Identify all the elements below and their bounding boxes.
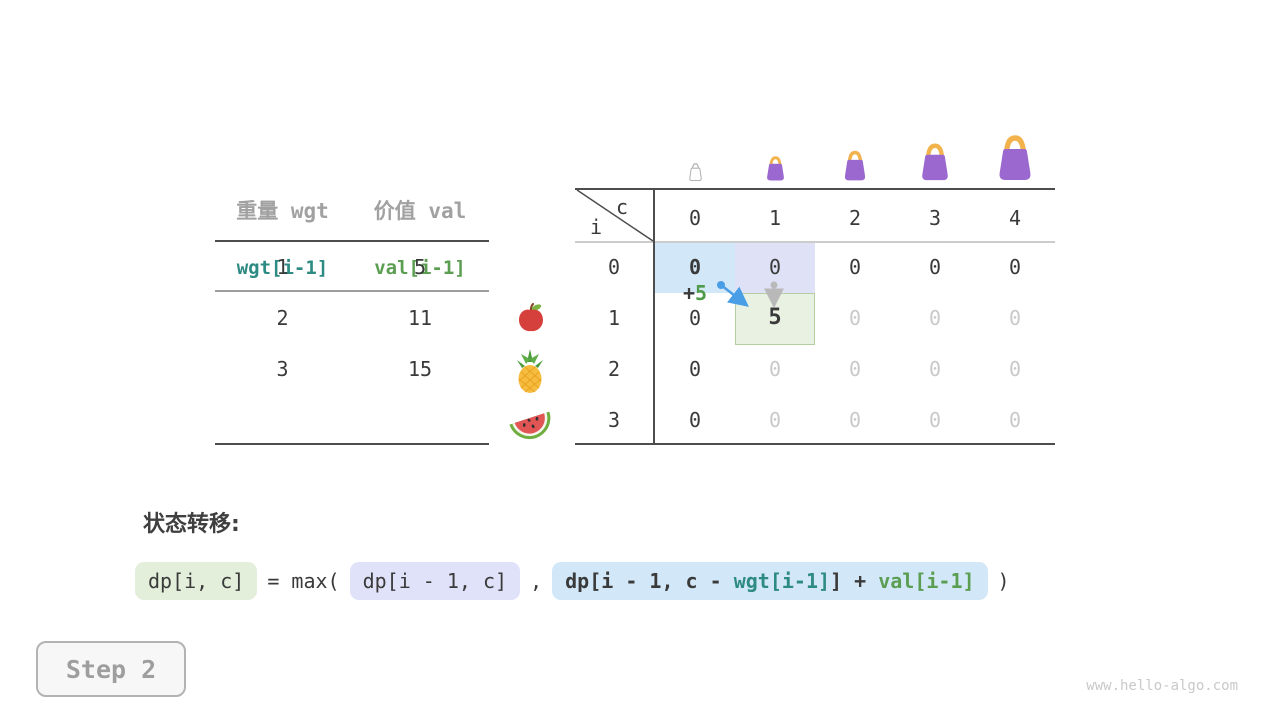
item-value-cell: 5 [413, 255, 427, 279]
bag-icon-capacity-4 [992, 131, 1038, 181]
dp-table-header-rule [575, 241, 1055, 243]
pineapple-icon [512, 348, 548, 394]
formula-val-term: val[i-1] [878, 569, 975, 593]
dp-cell-i2-c3: 0 [928, 357, 942, 381]
transition-add-value-annotation: +5 [683, 281, 708, 305]
items-table-wgt-subheader: wgt[i-1] [236, 257, 329, 279]
formula-option2-pill: dp[i - 1, c - wgt[i-1]] + val[i-1] [552, 562, 988, 600]
state-transition-heading: 状态转移: [143, 512, 240, 537]
watermelon-icon [506, 402, 554, 442]
item-value-cell: 11 [407, 306, 433, 330]
dp-cell-i0-c1: 0 [768, 255, 782, 279]
dp-table-top-rule [575, 188, 1055, 190]
dp-capacity-header: 2 [848, 206, 862, 230]
dp-cell-i1-c2: 0 [848, 306, 862, 330]
dp-item-row-header: 1 [607, 306, 621, 330]
item-value-cell: 15 [407, 357, 433, 381]
step-indicator-button[interactable]: Step 2 [36, 641, 186, 697]
dp-table-vertical-rule [653, 188, 655, 445]
dp-corner-item-label: i [589, 215, 603, 239]
dp-cell-i3-c2: 0 [848, 408, 862, 432]
bag-icon-capacity-3 [916, 140, 954, 181]
dp-capacity-header: 1 [768, 206, 782, 230]
dp-cell-i1-c4: 0 [1008, 306, 1022, 330]
formula-comma: , [530, 569, 543, 593]
dp-cell-i0-c4: 0 [1008, 255, 1022, 279]
items-table-val-subheader: val[i-1] [374, 257, 466, 279]
formula-equals-max: = max( [267, 569, 340, 593]
apple-icon [515, 301, 547, 333]
dp-cell-i0-c0: 0 [688, 255, 702, 279]
items-table-top-rule [215, 240, 489, 242]
items-table-weight-header: 重量 wgt [236, 199, 329, 223]
dp-cell-i1-c3: 0 [928, 306, 942, 330]
item-weight-cell: 2 [276, 306, 289, 330]
items-table-mid-rule [215, 290, 489, 292]
dp-item-row-header: 3 [607, 408, 621, 432]
dp-corner-capacity-label: c [615, 195, 629, 219]
dp-cell-i3-c4: 0 [1008, 408, 1022, 432]
formula-wgt-term: wgt[i-1] [733, 569, 831, 593]
dp-cell-i2-c4: 0 [1008, 357, 1022, 381]
bag-icon-capacity-1 [763, 154, 788, 181]
dp-cell-i1-c1: 5 [768, 305, 782, 330]
dp-cell-i0-c3: 0 [928, 255, 942, 279]
formula-option1-pill: dp[i - 1, c] [349, 562, 521, 600]
item-weight-cell: 3 [276, 357, 289, 381]
dp-cell-i0-c2: 0 [848, 255, 862, 279]
state-transition-formula: dp[i, c] = max( dp[i - 1, c] , dp[i - 1,… [135, 561, 1010, 601]
dp-cell-i3-c3: 0 [928, 408, 942, 432]
dp-cell-i2-c0: 0 [688, 357, 702, 381]
items-table-value-header: 价值 val [373, 199, 467, 223]
item-weight-cell: 1 [276, 255, 289, 279]
dp-cell-i3-c0: 0 [688, 408, 702, 432]
dp-capacity-header: 3 [928, 206, 942, 230]
bag-icon-capacity-2 [840, 148, 870, 181]
site-watermark: www.hello-algo.com [1086, 678, 1238, 694]
formula-close-paren: ) [997, 569, 1010, 593]
empty-bag-icon [687, 161, 704, 182]
formula-lhs-pill: dp[i, c] [135, 562, 258, 600]
dp-cell-i1-c0: 0 [688, 306, 702, 330]
dp-cell-i2-c2: 0 [848, 357, 862, 381]
dp-capacity-header: 4 [1008, 206, 1022, 230]
dp-cell-i2-c1: 0 [768, 357, 782, 381]
dp-capacity-header: 0 [688, 206, 702, 230]
dp-item-row-header: 2 [607, 357, 621, 381]
dp-item-row-header: 0 [607, 255, 621, 279]
items-table-bottom-rule [215, 443, 489, 445]
dp-cell-i3-c1: 0 [768, 408, 782, 432]
dp-table-bottom-rule [575, 443, 1055, 445]
